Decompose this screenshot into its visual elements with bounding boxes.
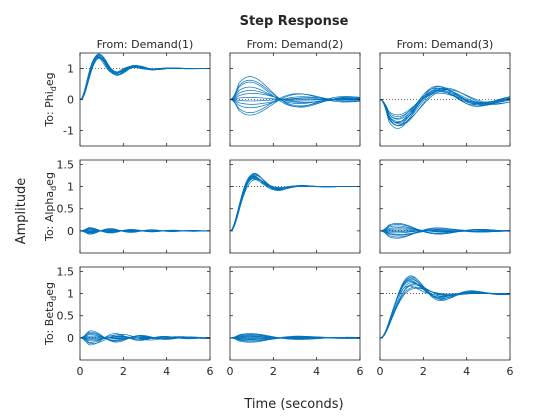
response-line xyxy=(230,172,360,232)
response-line xyxy=(380,275,510,339)
response-line xyxy=(80,53,210,100)
y-tick-label: 1 xyxy=(67,63,74,76)
response-line xyxy=(380,92,510,116)
plot-area xyxy=(80,267,210,360)
panel-r3-c2: 0 2 4 6 xyxy=(227,266,364,378)
y-tick-label: 1.5 xyxy=(57,158,75,171)
column-header: From: Demand(1) xyxy=(97,38,194,51)
response-line xyxy=(380,91,510,118)
panel-r2-c1: 0 0.5 1 1.5 xyxy=(57,158,211,254)
y-tick-label: 0 xyxy=(67,94,74,107)
response-line xyxy=(380,228,510,235)
panel-frame xyxy=(379,159,511,254)
response-line xyxy=(230,335,360,343)
plot-area xyxy=(380,53,510,146)
response-line xyxy=(380,87,510,122)
response-line xyxy=(380,88,510,124)
panel-r3-c3: 0 2 4 6 xyxy=(377,266,514,378)
x-axis-label: Time (seconds) xyxy=(243,397,343,412)
y-tick-label: 1 xyxy=(67,181,74,194)
response-line xyxy=(80,330,210,343)
row-label-main: To: Beta xyxy=(43,301,56,346)
response-line xyxy=(230,93,360,103)
y-tick-label: 0.5 xyxy=(57,310,75,323)
response-line xyxy=(230,90,360,103)
x-tick-label: 6 xyxy=(507,365,514,378)
x-tick-label: 2 xyxy=(120,365,127,378)
column-header: From: Demand(3) xyxy=(397,38,494,51)
response-curves xyxy=(80,227,210,235)
x-tick-label: 6 xyxy=(357,365,364,378)
panel-r1-c3 xyxy=(379,52,511,147)
panel-r1-c2 xyxy=(229,52,361,147)
response-line xyxy=(230,93,360,116)
panel-frame xyxy=(229,266,361,361)
column-header: From: Demand(2) xyxy=(247,38,344,51)
x-tick-label: 0 xyxy=(77,365,84,378)
x-tick-label: 2 xyxy=(420,365,427,378)
response-line xyxy=(380,227,510,233)
response-curves xyxy=(230,76,360,116)
y-tick-label: -1 xyxy=(63,125,74,138)
plot-area xyxy=(230,160,360,253)
response-line xyxy=(230,93,360,114)
x-tick-label: 2 xyxy=(270,365,277,378)
plot-area xyxy=(380,267,510,360)
response-line xyxy=(380,90,510,120)
row-label-main: To: Phi xyxy=(43,91,56,127)
response-curves xyxy=(230,172,360,232)
x-tick-label: 4 xyxy=(163,365,170,378)
y-tick-label: 0.5 xyxy=(57,203,75,216)
response-curves xyxy=(380,222,510,239)
y-tick-label: 0 xyxy=(67,225,74,238)
panel-r1-c1: -1 0 1 xyxy=(63,52,211,147)
panel-r2-c2 xyxy=(229,159,361,254)
response-curves xyxy=(380,275,510,339)
panel-r3-c1: 0 0.5 1 1.5 0 2 4 6 xyxy=(57,265,214,378)
row-label-subscript: d xyxy=(49,86,58,91)
y-tick-label: 1.5 xyxy=(57,265,75,278)
row-label-subscript: d xyxy=(49,186,58,191)
row-label-tail: eg xyxy=(43,172,56,186)
panel-grid: From: Demand(1) From: Demand(2) From: Dema… xyxy=(43,38,514,378)
plot-area xyxy=(230,267,360,360)
plot-area xyxy=(380,160,510,253)
response-line xyxy=(230,76,360,108)
row-label: To: Betadeg xyxy=(43,282,58,346)
row-label-tail: eg xyxy=(43,72,56,86)
x-tick-label: 0 xyxy=(377,365,384,378)
panel-frame xyxy=(79,266,211,361)
response-curves xyxy=(80,53,210,100)
response-line xyxy=(380,222,510,235)
x-tick-label: 4 xyxy=(463,365,470,378)
response-curves xyxy=(80,330,210,346)
chart-title: Step Response xyxy=(240,14,349,29)
row-label-main: To: Alpha xyxy=(43,191,56,242)
row-label: To: Alphadeg xyxy=(43,172,58,242)
response-curves xyxy=(380,85,510,129)
y-tick-label: 0 xyxy=(67,332,74,345)
response-line xyxy=(80,227,210,234)
y-tick-label: 1 xyxy=(67,288,74,301)
panel-r2-c3 xyxy=(379,159,511,254)
row-label: To: Phideg xyxy=(43,72,58,127)
response-line xyxy=(230,333,360,340)
response-line xyxy=(380,276,510,339)
plot-area xyxy=(80,160,210,253)
x-tick-label: 0 xyxy=(227,365,234,378)
x-tick-label: 6 xyxy=(207,365,214,378)
x-tick-label: 4 xyxy=(313,365,320,378)
panel-frame xyxy=(79,159,211,254)
y-axis-label: Amplitude xyxy=(14,178,29,245)
panel-frame xyxy=(229,159,361,254)
panel-frame xyxy=(379,266,511,361)
row-label-tail: eg xyxy=(43,282,56,296)
response-curves xyxy=(230,333,360,343)
row-label-subscript: d xyxy=(49,296,58,301)
